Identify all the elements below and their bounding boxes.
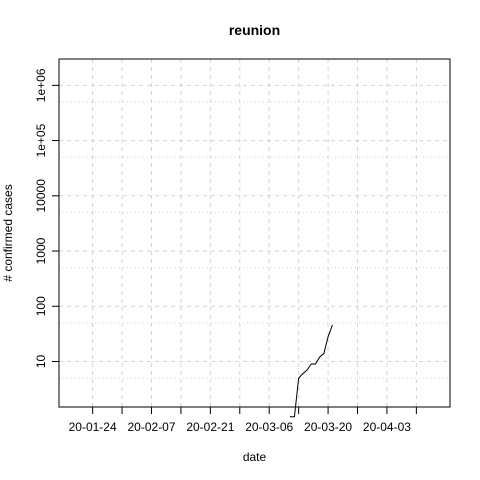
y-tick-label: 10 <box>34 355 48 369</box>
y-axis-label: # confirmed cases <box>1 184 15 281</box>
y-tick-label: 1000 <box>34 237 48 264</box>
data-point <box>319 356 321 358</box>
chart-title: reunion <box>229 22 280 38</box>
data-point <box>327 336 329 338</box>
y-tick-label: 10000 <box>34 179 48 213</box>
data-point <box>306 369 308 371</box>
series-layer <box>289 324 333 418</box>
data-point <box>293 416 295 418</box>
x-tick-label: 20-02-07 <box>127 420 175 434</box>
x-axis-label: date <box>243 450 267 464</box>
y-tick-label: 1e+05 <box>34 123 48 157</box>
x-tick-label: 20-04-03 <box>363 420 411 434</box>
x-axis: 20-01-24 20-02-07 20-02-21 20-03-06 20-03-20… <box>69 406 417 434</box>
y-axis: 10 100 1000 10000 1e+05 1e+06 <box>34 68 60 369</box>
y-tick-label: 1e+06 <box>34 68 48 102</box>
data-point <box>310 363 312 365</box>
data-point <box>298 377 300 379</box>
data-point <box>314 363 316 365</box>
grid <box>59 59 450 407</box>
x-tick-label: 20-01-24 <box>69 420 117 434</box>
x-tick-label: 20-02-21 <box>186 420 234 434</box>
data-point <box>302 373 304 375</box>
x-tick-label: 20-03-20 <box>304 420 352 434</box>
y-tick-label: 100 <box>34 296 48 316</box>
x-tick-label: 20-03-06 <box>245 420 293 434</box>
data-point <box>289 416 291 418</box>
data-point <box>331 324 333 326</box>
data-point <box>323 352 325 354</box>
